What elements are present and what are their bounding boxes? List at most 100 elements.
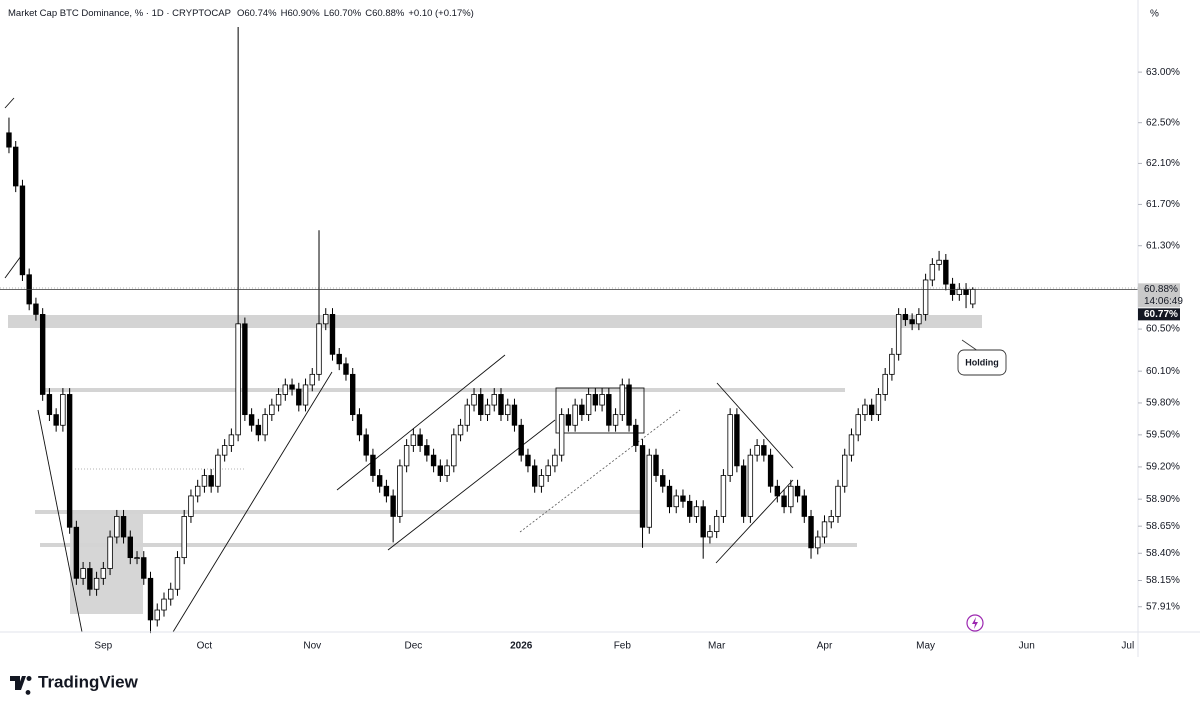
candle-body [19,185,26,276]
candle-body [511,404,518,426]
candle-body [350,373,356,416]
callout-box [957,349,1007,376]
candle-body [781,495,787,508]
candle-body [666,485,673,508]
x-tick-label: May [916,641,935,652]
candle-body [403,445,410,467]
stat-value: 60.70% [329,8,362,19]
candle-body [612,414,619,426]
channel-line [387,419,556,551]
candle-body [262,414,268,436]
x-tick-label: Feb [614,641,632,652]
candle-body [228,434,235,446]
candle-body [970,288,976,305]
candle-body [275,394,282,406]
candle-body [754,445,760,456]
candle-body [13,146,19,187]
candle-body [87,568,93,590]
candle-body [114,516,120,538]
candle-body [289,384,295,390]
candle-body [875,394,882,416]
candle-body [740,465,747,517]
candle-body [761,445,767,456]
candle-body [808,516,814,549]
level-zone [40,543,857,547]
candle-body [296,388,302,406]
price-marker [1138,283,1180,308]
y-tick-label: 61.30% [1146,240,1180,251]
candle-body [336,353,342,365]
candle-body [161,598,167,611]
candle-body [592,394,599,406]
drawings: Holding [0,97,1138,633]
candle-body [673,495,679,508]
candle-body [815,536,821,549]
candle-body [437,465,444,476]
candle-body [895,314,902,355]
candle-body [309,373,315,386]
candle-body [444,465,450,476]
candles [0,26,1138,634]
candle-body [842,454,848,487]
candle-body [343,363,349,375]
x-tick-label: Oct [197,641,213,652]
candle-body [188,495,194,517]
candle-body [747,454,754,517]
candle-body [653,454,659,476]
dotted-trend [519,409,681,533]
candle-body [828,516,834,523]
candle-body [943,259,949,285]
candle-body [120,516,127,538]
candle-body [868,404,875,416]
trend-line [172,371,333,633]
candle-body [491,394,497,406]
candle-body [168,588,174,600]
candle-body [788,485,794,508]
y-tick-label: 63.00% [1146,67,1180,78]
candle-body [538,475,545,487]
candle-body [363,434,369,456]
stat-value: 60.90% [287,8,320,19]
candle-body [713,516,720,532]
candle-body [383,485,390,497]
axes: 57.91% 58.15% 58.40% 58.65% 58.90% 59.20% 59.5… [94,67,1183,652]
candle-body [626,384,632,426]
candle-body [181,516,187,559]
candle-body [201,475,208,487]
candle-body [53,414,59,426]
candle-body [194,485,201,497]
candle-body [255,424,262,436]
candle-body [498,394,504,416]
candle-body [531,465,538,487]
candle-body [80,568,86,579]
alert-icon[interactable] [966,614,984,632]
candle-body [33,303,39,315]
wedge-line [715,479,794,564]
stat-key: L [324,8,329,19]
y-tick-label: 59.80% [1146,398,1180,409]
candle-body [269,404,275,416]
candle-body [356,414,363,436]
y-tick-label: 59.20% [1146,462,1180,473]
candle-body [707,531,713,538]
x-tick-label: Sep [94,641,112,652]
y-tick-label: 60.10% [1146,366,1180,377]
candle-body [282,384,289,395]
candle-body [174,557,181,590]
stat-value: 60.88% [372,8,405,19]
candle-body [451,434,457,467]
candle-body [518,424,524,456]
candle-body [882,373,888,395]
candle-body [909,319,915,325]
candle-body [767,454,774,487]
candle-body [424,445,430,456]
candle-body [727,414,733,476]
alert-bolt [972,617,978,629]
stat-key: O [237,8,244,19]
candle-body [397,465,403,517]
stat-value: 60.74% [244,8,277,19]
candle-body [734,414,740,467]
candle-body [700,506,706,538]
candle-body [565,414,572,426]
